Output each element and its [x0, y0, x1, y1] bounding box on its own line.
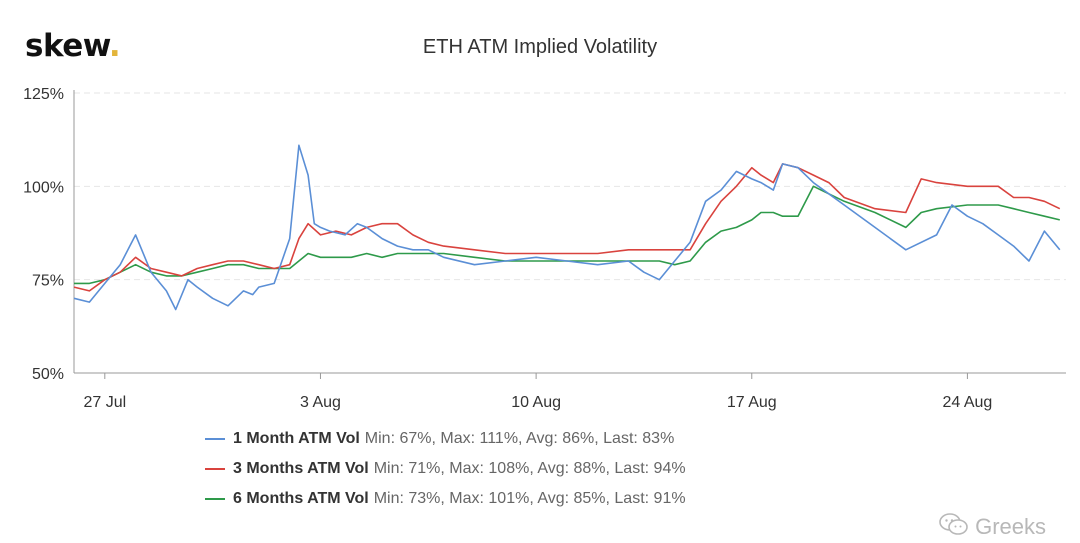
- x-tick-label: 27 Jul: [83, 394, 126, 411]
- series-line-3m: [73, 163, 1061, 292]
- y-tick-label: 100%: [23, 179, 64, 196]
- chart-title: ETH ATM Implied Volatility: [422, 36, 658, 58]
- y-tick-label: 50%: [32, 366, 64, 383]
- legend-swatch-3m: [205, 468, 225, 470]
- legend-item-3m[interactable]: 3 Months ATM Vol Min: 71%, Max: 108%, Av…: [205, 454, 686, 484]
- legend-swatch-6m: [205, 498, 225, 500]
- watermark-text: Greeks: [975, 514, 1046, 539]
- logo-text: skew: [25, 28, 109, 64]
- legend-label-1m: 1 Month ATM Vol: [233, 430, 360, 447]
- skew-logo: skew.: [25, 28, 121, 64]
- legend-swatch-1m: [205, 438, 225, 440]
- x-tick-label: 10 Aug: [511, 394, 561, 411]
- logo-dot: .: [108, 28, 121, 64]
- x-tick-label: 24 Aug: [943, 394, 993, 411]
- y-tick-label: 75%: [32, 273, 64, 290]
- chart-canvas: 125% 100% 75% 50% 27 Jul 3 Aug 10 Aug 17 Aug 24 …: [23, 86, 1066, 411]
- legend-stats-3m: Min: 71%, Max: 108%, Avg: 88%, Last: 94%: [373, 460, 686, 477]
- legend-stats-6m: Min: 73%, Max: 101%, Avg: 85%, Last: 91%: [373, 490, 686, 507]
- legend-label-6m: 6 Months ATM Vol: [233, 490, 369, 507]
- watermark: Greeks: [939, 512, 1046, 542]
- series-line-6m: [74, 185, 1060, 285]
- legend-item-1m[interactable]: 1 Month ATM Vol Min: 67%, Max: 111%, Avg…: [205, 424, 686, 454]
- chart-legend: 1 Month ATM Vol Min: 67%, Max: 111%, Avg…: [205, 424, 686, 514]
- x-tick-label: 17 Aug: [727, 394, 777, 411]
- legend-label-3m: 3 Months ATM Vol: [233, 460, 369, 477]
- legend-item-6m[interactable]: 6 Months ATM Vol Min: 73%, Max: 101%, Av…: [205, 484, 686, 514]
- y-tick-label: 125%: [23, 86, 64, 103]
- legend-stats-1m: Min: 67%, Max: 111%, Avg: 86%, Last: 83%: [364, 430, 675, 447]
- wechat-icon: [939, 512, 969, 542]
- series-line-1m: [73, 144, 1061, 311]
- x-tick-label: 3 Aug: [300, 394, 341, 411]
